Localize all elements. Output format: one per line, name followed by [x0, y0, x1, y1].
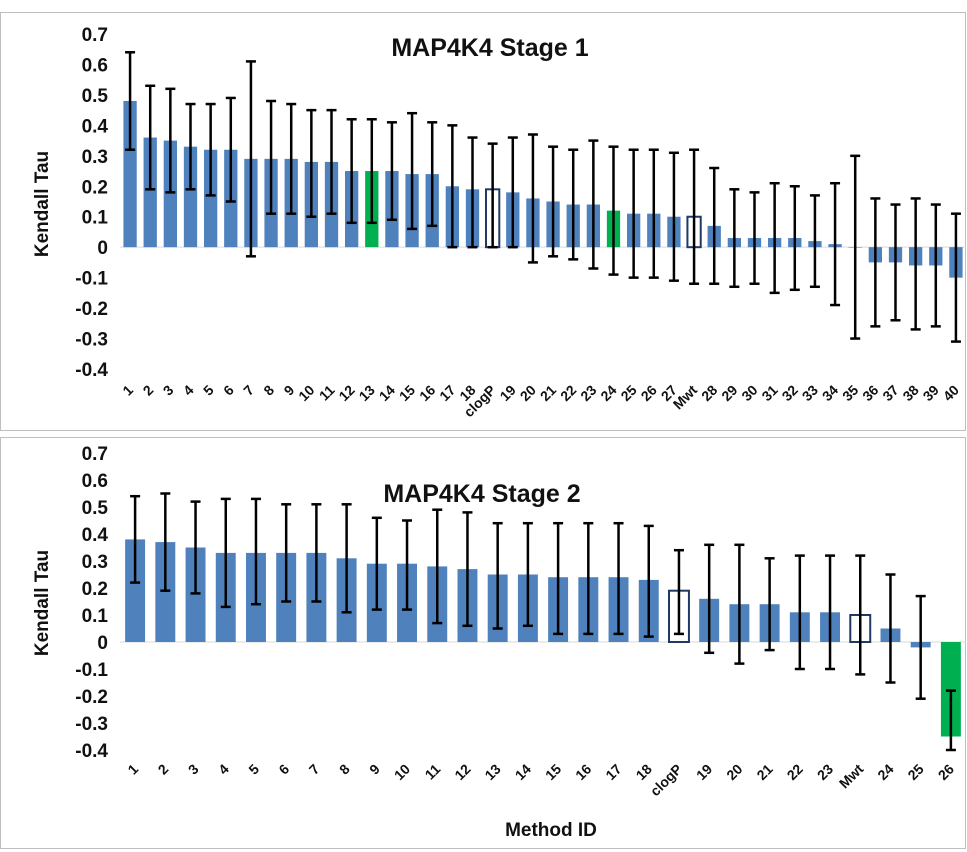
x-tick-label: 24: [874, 761, 896, 783]
x-tick-label: 9: [366, 761, 383, 778]
bar-5: [203, 149, 218, 248]
y-tick-label: 0.6: [82, 55, 108, 76]
y-tick-label: 0.5: [82, 86, 109, 107]
y-tick-label: 0.1: [82, 606, 109, 627]
x-axis-label: Method ID: [505, 820, 597, 841]
y-tick-label: -0.1: [75, 269, 108, 290]
x-tick-label: 8: [336, 761, 353, 778]
x-tick-label: 23: [814, 761, 836, 783]
panel-border: [0, 12, 966, 431]
x-tick-label: 19: [693, 761, 715, 783]
x-tick-label: 10: [295, 382, 317, 404]
y-tick-label: -0.4: [75, 741, 108, 762]
y-axis-label: Kendall Tau: [32, 550, 53, 656]
x-tick-label: 2: [155, 761, 172, 778]
y-tick-label: 0: [97, 633, 108, 654]
panel-border: [0, 437, 966, 849]
bar-4: [183, 146, 198, 248]
y-axis-label: Kendall Tau: [32, 151, 53, 257]
x-tick-label: 15: [542, 761, 564, 783]
x-tick-label: 3: [185, 761, 202, 778]
chart-title: MAP4K4 Stage 2: [383, 480, 580, 508]
x-tick-label: 3: [160, 382, 177, 399]
y-tick-label: 0.4: [82, 525, 109, 546]
x-tick-label: 40: [940, 382, 962, 404]
y-tick-label: -0.2: [75, 687, 108, 708]
bar-26: [940, 642, 961, 737]
x-tick-label: 26: [935, 761, 957, 783]
y-tick-label: -0.1: [75, 660, 108, 681]
x-tick-label: 6: [220, 382, 237, 399]
x-tick-label: 5: [200, 382, 217, 399]
x-tick-label: 14: [512, 761, 534, 783]
x-tick-label: 1: [119, 382, 136, 399]
x-tick-label: 25: [904, 761, 926, 783]
x-tick-label: Mwt: [670, 382, 701, 413]
y-tick-label: 0: [97, 238, 108, 259]
x-tick-label: 11: [422, 761, 444, 783]
chart-title: MAP4K4 Stage 1: [391, 34, 588, 62]
x-tick-label: 2: [140, 382, 157, 399]
y-tick-label: 0.1: [82, 208, 109, 229]
x-tick-label: 21: [753, 761, 775, 783]
x-tick-label: 6: [275, 761, 292, 778]
y-tick-label: 0.5: [82, 498, 109, 519]
bar-2: [155, 542, 176, 642]
y-tick-label: 0.4: [82, 116, 109, 137]
y-tick-label: -0.3: [75, 714, 108, 735]
x-tick-label: 12: [451, 761, 473, 783]
bar-3: [163, 140, 178, 248]
y-tick-labels: 0.7 0.6 0.5 0.4 0.3 0.2 0.1 0 -0.1 -0.2 -0.3 -0.4: [75, 444, 108, 762]
x-tick-label: 4: [215, 761, 232, 778]
x-tick-label: 9: [281, 382, 298, 399]
y-tick-label: 0.7: [82, 25, 108, 46]
x-tick-label: clogP: [647, 761, 685, 799]
y-tick-label: 0.7: [82, 444, 108, 465]
y-tick-label: -0.3: [75, 330, 108, 351]
y-tick-label: 0.2: [82, 177, 108, 198]
bar-3: [185, 547, 206, 642]
x-tick-label: 10: [391, 761, 413, 783]
x-tick-label: 1: [124, 761, 141, 778]
y-tick-label: -0.4: [75, 360, 108, 381]
bar-1: [125, 539, 146, 642]
y-tick-labels: 0.7 0.6 0.5 0.4 0.3 0.2 0.1 0 -0.1 -0.2 -0.3 -0.4: [75, 25, 108, 381]
x-tick-label: 18: [633, 761, 655, 783]
x-tick-label: Mwt: [836, 761, 867, 792]
y-tick-label: 0.6: [82, 471, 108, 492]
bars: [120, 101, 966, 278]
x-tick-label: 22: [784, 761, 806, 783]
y-tick-label: -0.2: [75, 299, 108, 320]
x-tick-label: 4: [180, 382, 197, 399]
error-bars: [130, 492, 956, 752]
x-tick-label: 13: [481, 761, 503, 783]
error-bars: [125, 51, 961, 343]
chart-panel-stage1: MAP4K4 Stage 1 Kendall Tau 0.70.60.50.40…: [0, 12, 966, 431]
x-tick-label: 7: [306, 761, 323, 778]
y-tick-label: 0.3: [82, 552, 108, 573]
y-tick-label: 0.3: [82, 147, 108, 168]
bars: [120, 539, 966, 737]
x-tick-label: 16: [572, 761, 594, 783]
x-tick-label: 20: [723, 761, 745, 783]
x-tick-label: 17: [602, 761, 624, 783]
chart-panel-stage2: MAP4K4 Stage 2 Kendall Tau 0.70.60.50.40…: [0, 437, 966, 849]
y-tick-label: 0.2: [82, 579, 108, 600]
bar-1: [123, 101, 137, 248]
x-tick-label: 7: [240, 382, 257, 399]
x-tick-label: 5: [245, 761, 262, 778]
x-tick-label: 8: [260, 382, 277, 399]
bar-2: [143, 137, 157, 248]
